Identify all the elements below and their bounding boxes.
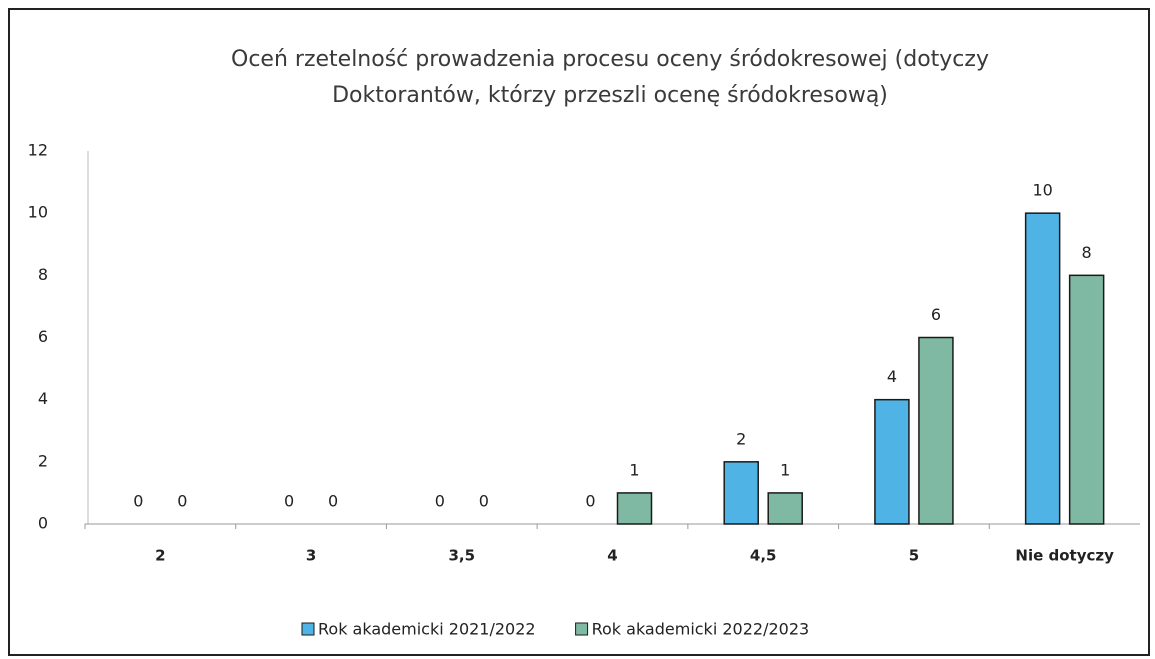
bar xyxy=(1068,274,1105,525)
bar xyxy=(616,492,653,525)
bar xyxy=(767,492,803,525)
legend-swatch xyxy=(575,622,589,636)
y-tick-label: 2 xyxy=(38,451,48,470)
y-tick-label: 6 xyxy=(38,327,48,346)
data-label: 0 xyxy=(585,492,595,511)
legend-label: Rok akademicki 2022/2023 xyxy=(592,620,810,639)
x-tick-label: Nie dotyczy xyxy=(1015,547,1114,565)
bar xyxy=(723,461,759,525)
y-tick-label: 10 xyxy=(28,203,48,222)
x-tick-label: 4,5 xyxy=(750,547,777,565)
data-label: 0 xyxy=(328,492,338,511)
x-tick-label: 5 xyxy=(909,547,919,565)
data-label: 0 xyxy=(284,492,294,511)
y-tick-label: 8 xyxy=(38,265,48,284)
legend-swatch xyxy=(301,622,315,636)
data-label: 4 xyxy=(887,367,897,386)
x-tick-label: 3 xyxy=(306,547,316,565)
x-tick-label: 3,5 xyxy=(448,547,475,565)
data-label: 8 xyxy=(1082,243,1092,262)
y-tick-label: 12 xyxy=(28,141,48,160)
x-tick-label: 2 xyxy=(155,547,165,565)
data-label: 10 xyxy=(1032,181,1052,200)
bar xyxy=(1024,212,1061,525)
y-tick-label: 4 xyxy=(38,389,48,408)
data-label: 1 xyxy=(780,460,790,479)
chart-title: Oceń rzetelność prowadzenia procesu ocen… xyxy=(231,47,989,108)
data-label: 2 xyxy=(736,429,746,448)
data-label: 6 xyxy=(931,305,941,324)
data-label: 0 xyxy=(435,492,445,511)
frame xyxy=(8,8,1150,656)
data-label: 1 xyxy=(629,460,639,479)
y-tick-label: 0 xyxy=(38,514,48,533)
data-label: 0 xyxy=(133,492,143,511)
data-label: 0 xyxy=(177,492,187,511)
x-tick-label: 4 xyxy=(607,547,617,565)
legend-label: Rok akademicki 2021/2022 xyxy=(318,620,536,639)
data-label: 0 xyxy=(479,492,489,511)
bar xyxy=(874,398,910,525)
bar xyxy=(918,336,954,525)
